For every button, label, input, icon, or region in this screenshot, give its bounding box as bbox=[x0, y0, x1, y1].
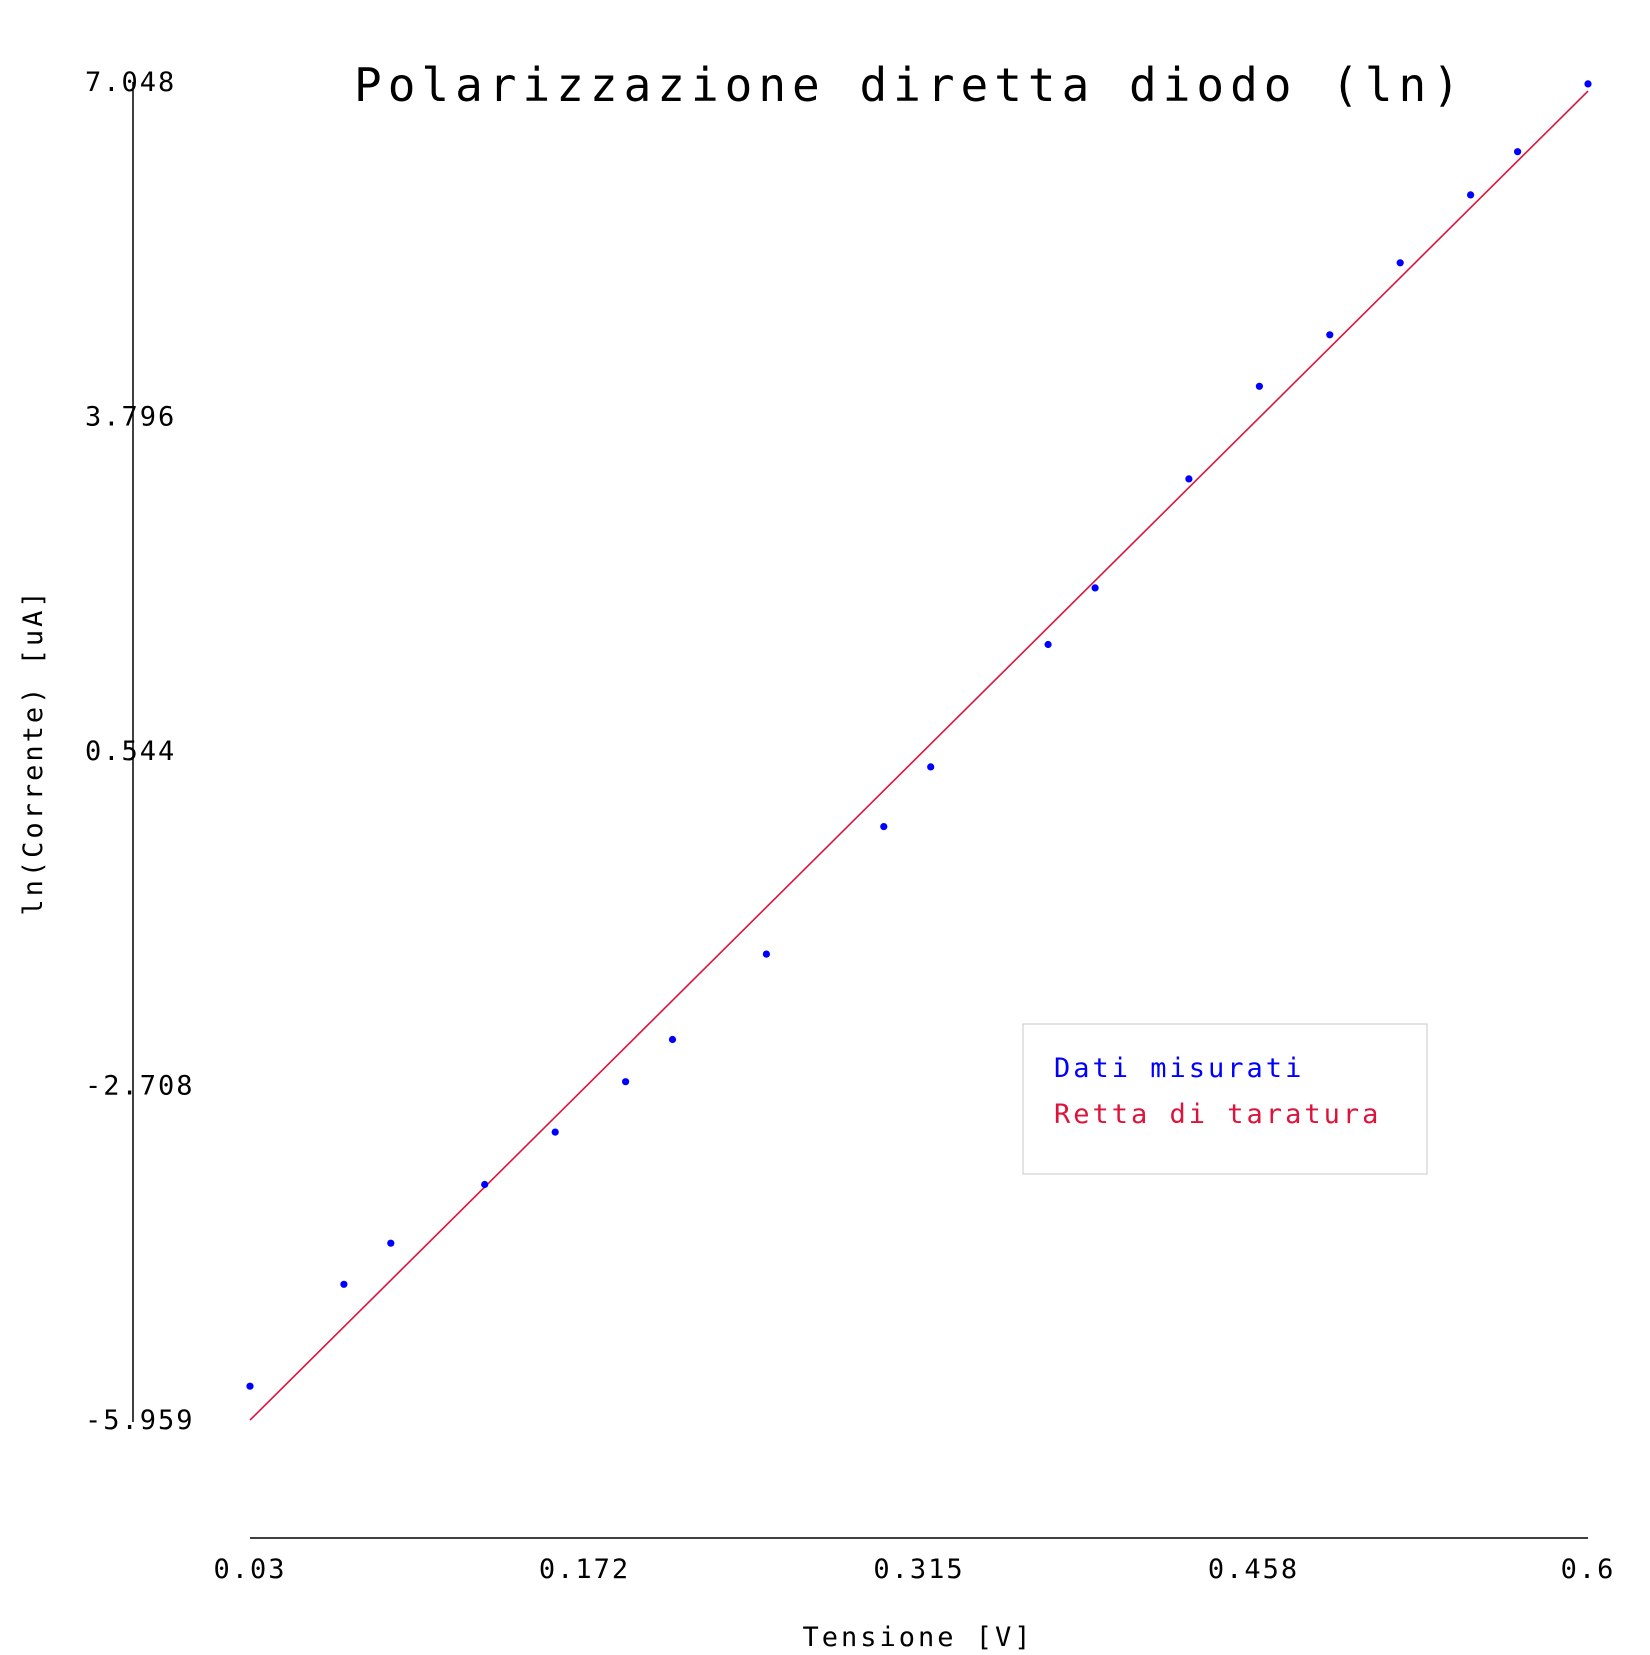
data-point bbox=[762, 950, 771, 958]
x-tick-label: 0.03 bbox=[213, 1554, 286, 1585]
data-point bbox=[1467, 191, 1475, 199]
legend-entry-retta-di-taratura: Retta di taratura bbox=[1054, 1099, 1381, 1130]
data-point bbox=[1396, 259, 1404, 267]
data-point bbox=[1584, 80, 1592, 88]
data-point bbox=[481, 1180, 489, 1189]
data-point bbox=[340, 1280, 348, 1288]
data-point bbox=[880, 823, 888, 831]
data-point bbox=[1044, 640, 1052, 649]
y-tick-label: -2.708 bbox=[85, 1071, 195, 1102]
data-point bbox=[927, 763, 935, 771]
data-points-layer bbox=[246, 80, 1592, 1390]
y-tick-label: 0.544 bbox=[85, 736, 176, 767]
x-tick-label: 0.172 bbox=[539, 1554, 630, 1585]
chart-title: Polarizzazione diretta diodo (ln) bbox=[354, 58, 1466, 112]
x-tick-label: 0.6 bbox=[1561, 1554, 1616, 1585]
legend: Dati misurati Retta di taratura bbox=[1022, 1023, 1428, 1175]
y-tick-labels: 7.048 3.796 0.544 -2.708 -5.959 bbox=[85, 67, 195, 1436]
x-tick-label: 0.315 bbox=[873, 1554, 964, 1585]
data-point bbox=[1091, 584, 1099, 592]
data-point bbox=[1514, 148, 1522, 156]
data-point bbox=[551, 1128, 559, 1136]
y-tick-label: 3.796 bbox=[85, 402, 176, 433]
y-tick-label: -5.959 bbox=[85, 1405, 195, 1436]
legend-box bbox=[1022, 1023, 1428, 1175]
data-point bbox=[622, 1078, 630, 1086]
data-point bbox=[1326, 331, 1334, 339]
data-point bbox=[387, 1239, 395, 1247]
x-axis-label: Tensione [V] bbox=[802, 1622, 1033, 1650]
legend-entry-dati-misurati: Dati misurati bbox=[1054, 1053, 1304, 1084]
y-tick-label: 7.048 bbox=[85, 67, 176, 98]
y-axis-label: ln(Corrente) [uA] bbox=[18, 588, 49, 915]
x-tick-label: 0.458 bbox=[1208, 1554, 1299, 1585]
fit-line-layer bbox=[249, 90, 1589, 1421]
data-point bbox=[1255, 382, 1263, 390]
x-tick-labels: 0.03 0.172 0.315 0.458 0.6 bbox=[213, 1554, 1616, 1585]
data-point bbox=[668, 1035, 677, 1044]
data-point bbox=[246, 1382, 254, 1390]
series-line-retta-di-taratura bbox=[249, 90, 1589, 1421]
data-point bbox=[1185, 475, 1193, 483]
